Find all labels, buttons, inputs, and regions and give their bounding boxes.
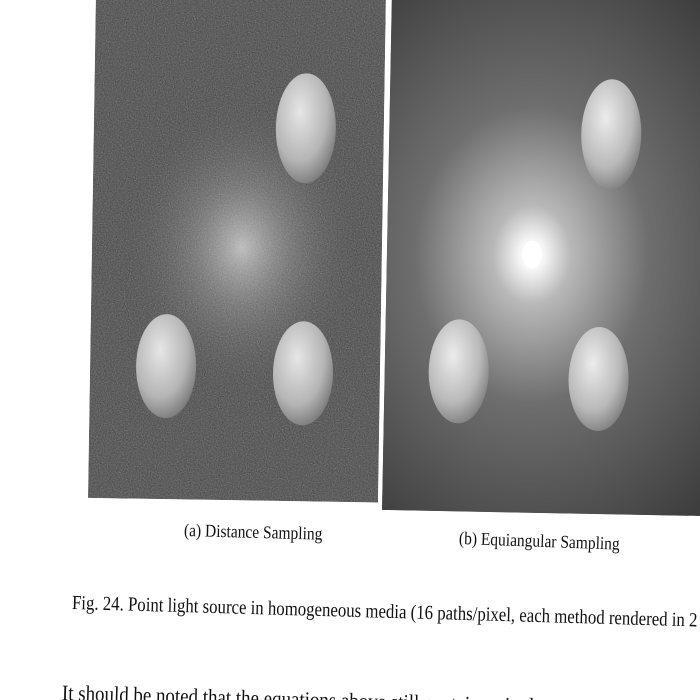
sphere-bottom-right — [568, 327, 629, 432]
subfigure-label-a: (a) — [183, 520, 202, 541]
point-light — [521, 240, 542, 269]
subfigure-title-b: Equiangular Sampling — [480, 528, 621, 554]
subfigure-caption-b: (b) Equiangular Sampling — [459, 528, 620, 555]
figure-caption-text: Point light source in homogeneous media … — [127, 593, 700, 633]
sphere-bottom-left — [428, 319, 489, 424]
figure-caption: Fig. 24. Point light source in homogeneo… — [72, 592, 700, 634]
distance-sampling-image — [88, 0, 386, 503]
subfigure-caption-a: (a) Distance Sampling — [184, 520, 323, 545]
subfigure-label-b: (b) — [458, 528, 478, 549]
body-paragraph: It should be noted that the equations ab… — [61, 680, 543, 700]
sphere-top-right — [275, 73, 336, 184]
equiangular-sampling-image — [382, 0, 700, 517]
sphere-bottom-left — [136, 314, 197, 419]
figure-caption-label: Fig. 24. — [71, 592, 125, 616]
sphere-bottom-right — [272, 321, 334, 426]
render-distance-sampling — [88, 0, 386, 503]
sphere-top-right — [581, 79, 642, 190]
subfigure-title-a: Distance Sampling — [204, 520, 323, 544]
render-equiangular-sampling — [382, 0, 700, 517]
